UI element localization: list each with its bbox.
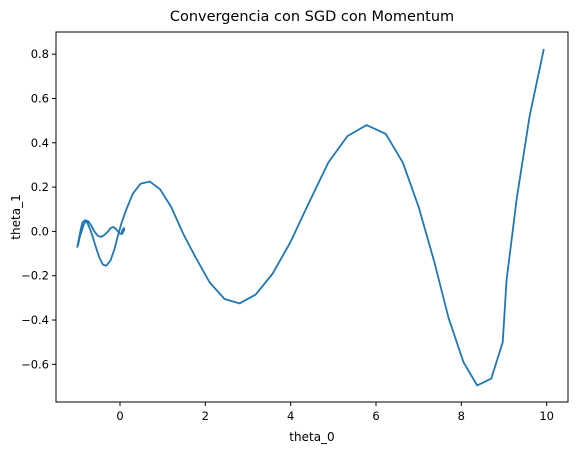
x-tick-label: 4 — [287, 409, 294, 423]
x-tick-label: 6 — [372, 409, 379, 423]
y-tick-label: −0.4 — [21, 313, 49, 327]
y-axis-label: theta_1 — [9, 194, 23, 239]
plot-frame — [55, 31, 569, 403]
plot-area — [76, 48, 545, 387]
y-tick-label: 0.6 — [31, 91, 49, 105]
series-line-0 — [76, 48, 545, 387]
y-tick-label: 0.8 — [31, 47, 49, 61]
x-axis: 0 2 4 6 8 10 — [116, 402, 554, 423]
x-tick-label: 0 — [116, 409, 123, 423]
chart-title: Convergencia con SGD con Momentum — [170, 9, 454, 25]
y-tick-label: 0.4 — [31, 136, 49, 150]
y-tick-label: −0.2 — [21, 269, 49, 283]
y-tick-label: 0.2 — [31, 180, 49, 194]
y-axis: −0.6 −0.4 −0.2 0.0 0.2 0.4 0.6 0.8 — [21, 47, 56, 371]
y-tick-label: −0.6 — [21, 357, 49, 371]
x-axis-label: theta_0 — [289, 430, 334, 444]
x-tick-label: 8 — [458, 409, 465, 423]
x-tick-label: 10 — [539, 409, 554, 423]
x-tick-label: 2 — [202, 409, 209, 423]
y-tick-label: 0.0 — [31, 224, 49, 238]
